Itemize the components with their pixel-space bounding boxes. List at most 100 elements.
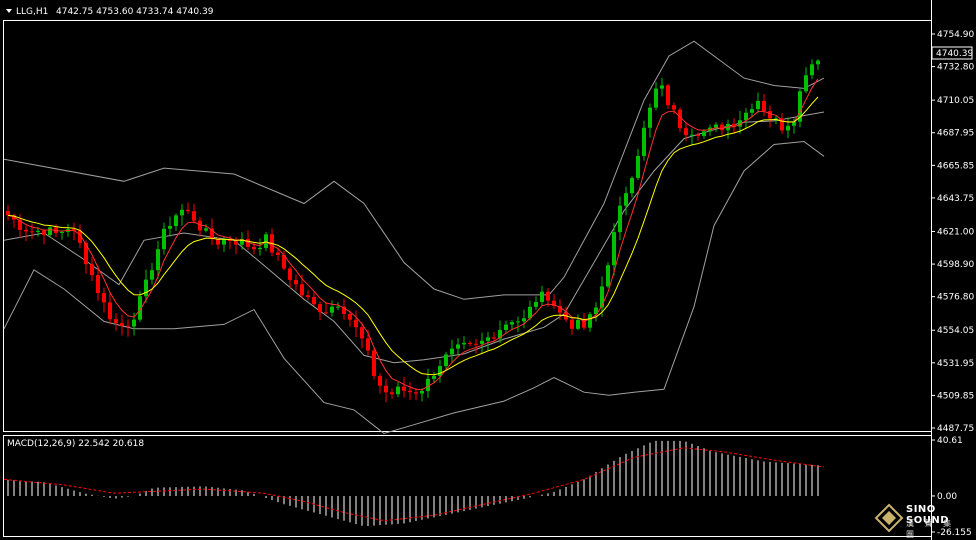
candle-body <box>762 100 766 112</box>
candle-body <box>570 319 574 329</box>
candle-body <box>786 125 790 131</box>
candle-body <box>756 100 760 110</box>
price-tick-label: 4509.85 <box>937 391 974 401</box>
logo-text: SINO SOUND <box>906 504 949 526</box>
candle-body <box>96 275 100 294</box>
candle-body <box>468 342 472 344</box>
candle-body <box>648 107 652 128</box>
candle-body <box>282 254 286 269</box>
ma-slow-line <box>7 96 819 376</box>
bollinger-bands <box>3 40 825 435</box>
macd-label: MACD(12,26,9) 22.542 20.618 <box>7 439 144 449</box>
macd-signal-line <box>3 447 825 522</box>
candle-body <box>750 109 754 113</box>
candle-body <box>6 210 10 216</box>
candle-body <box>300 284 304 296</box>
candle-body <box>324 312 328 314</box>
candle-body <box>42 230 46 236</box>
candle-body <box>312 297 316 305</box>
candle-body <box>498 329 502 339</box>
price-tick-label: 4754.90 <box>937 30 974 40</box>
macd-tick-label: 40.61 <box>937 436 963 446</box>
candle-body <box>342 306 346 314</box>
price-tick-label: 4732.80 <box>937 63 974 73</box>
candle-body <box>258 247 262 250</box>
candle-body <box>174 215 178 227</box>
candle-body <box>138 296 142 320</box>
candle-body <box>744 112 748 121</box>
price-tick-label: 4598.90 <box>937 260 974 270</box>
candle-body <box>804 75 808 92</box>
candle-body <box>186 209 190 212</box>
candle-body <box>12 215 16 220</box>
dropdown-triangle-icon[interactable] <box>6 9 12 13</box>
candle-body <box>612 232 616 266</box>
candle-body <box>240 238 244 245</box>
candle-body <box>540 291 544 302</box>
candle-body <box>432 375 436 379</box>
candle-body <box>72 229 76 231</box>
candle-body <box>372 350 376 376</box>
candle-body <box>306 295 310 298</box>
macd-axis: 40.61 0.00 -26.155 <box>931 436 972 538</box>
candle-body <box>288 268 292 280</box>
price-tick-label: 4643.75 <box>937 194 974 204</box>
candle-body <box>216 239 220 245</box>
symbol-label: LLG,H1 <box>16 7 48 17</box>
candle-body <box>510 322 514 325</box>
price-tick-label: 4554.05 <box>937 326 974 336</box>
candle-body <box>768 111 772 119</box>
candle-body <box>234 241 238 245</box>
candle-body <box>624 193 628 206</box>
logo-subtext: 漢 聲 集 團 <box>906 519 956 539</box>
candlesticks <box>6 59 820 403</box>
candle-body <box>414 392 418 394</box>
candle-body <box>606 265 610 287</box>
candle-body <box>690 134 694 136</box>
candle-body <box>582 319 586 328</box>
candle-body <box>168 226 172 229</box>
candle-body <box>720 124 724 131</box>
candle-body <box>600 286 604 308</box>
macd-tick-label: 0.00 <box>937 492 957 502</box>
current-price-label: 4740.39 <box>936 49 973 59</box>
candle-body <box>156 249 160 271</box>
candle-body <box>672 105 676 110</box>
candle-body <box>366 338 370 351</box>
candle-body <box>192 211 196 221</box>
price-tick-label: 4710.05 <box>937 96 974 106</box>
candle-body <box>552 300 556 306</box>
moving-averages <box>7 78 819 391</box>
candle-body <box>732 123 736 127</box>
candle-body <box>24 229 28 232</box>
candle-body <box>162 228 166 250</box>
candle-body <box>330 306 334 313</box>
candle-body <box>780 118 784 131</box>
candle-body <box>522 318 526 322</box>
candle-body <box>348 313 352 320</box>
candle-body <box>516 321 520 323</box>
candle-body <box>702 131 706 137</box>
macd-histogram <box>7 440 819 526</box>
candle-body <box>486 337 490 341</box>
candle-body <box>354 319 358 328</box>
candle-body <box>714 124 718 128</box>
candle-body <box>444 354 448 367</box>
candle-body <box>654 88 658 108</box>
candle-body <box>636 155 640 178</box>
candle-body <box>810 64 814 76</box>
candle-body <box>18 219 22 230</box>
price-tick-label: 4687.95 <box>937 129 974 139</box>
candle-body <box>60 231 64 233</box>
candle-body <box>294 279 298 285</box>
candle-body <box>276 252 280 255</box>
candle-body <box>618 205 622 233</box>
macd-tick-label: -26.155 <box>937 528 972 538</box>
candle-body <box>816 60 820 65</box>
candle-body <box>450 348 454 355</box>
candle-body <box>678 109 682 129</box>
candle-body <box>492 337 496 339</box>
candle-body <box>594 307 598 315</box>
candle-body <box>48 227 52 236</box>
